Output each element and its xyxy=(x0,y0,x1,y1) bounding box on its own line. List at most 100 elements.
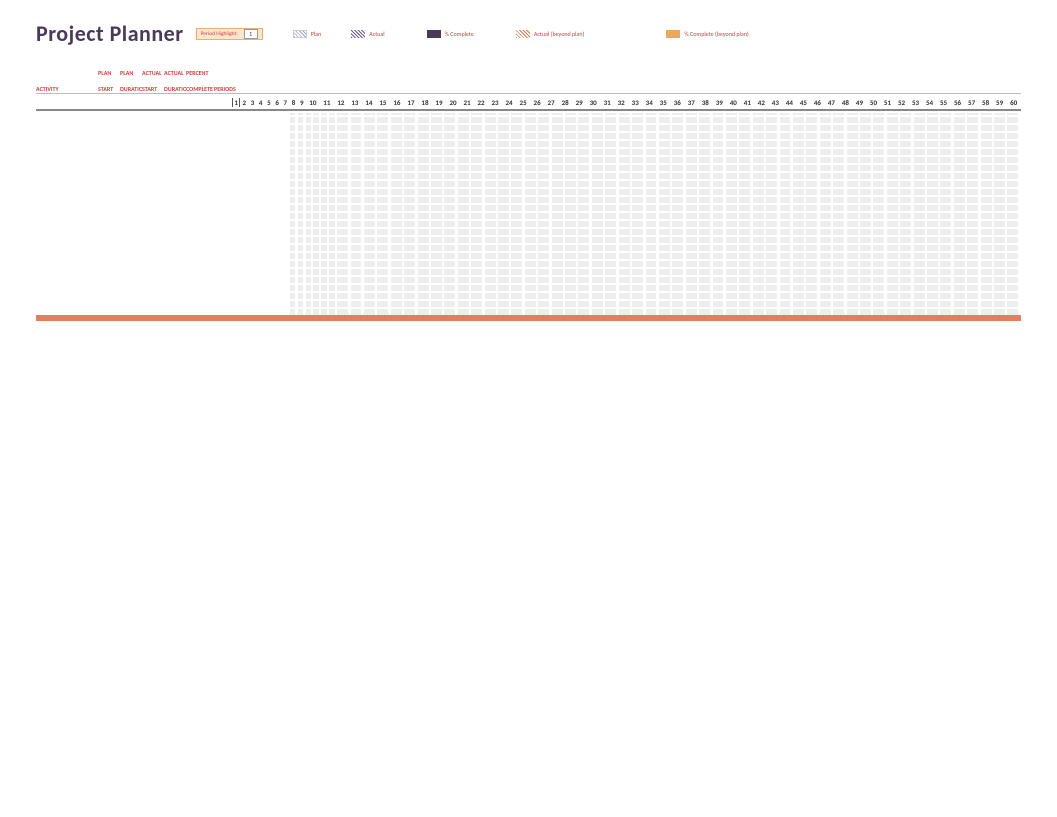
hdr-activity: ACTIVITY xyxy=(36,85,98,93)
gantt-column-stripe xyxy=(780,113,791,315)
hdr-percent-top: PERCENT xyxy=(186,69,214,77)
period-header-cell: 4 xyxy=(257,98,265,107)
gantt-column-stripe xyxy=(900,113,911,315)
period-header-cell: 46 xyxy=(810,98,824,107)
gantt-column-stripe xyxy=(290,113,295,315)
gantt-column-stripe xyxy=(404,113,415,315)
period-header-cell: 30 xyxy=(586,98,600,107)
period-header-cell: 34 xyxy=(642,98,656,107)
gantt-column-stripe xyxy=(619,113,630,315)
period-header-cell: 10 xyxy=(306,98,320,107)
period-header-cell: 51 xyxy=(880,98,894,107)
gantt-column-stripe xyxy=(329,113,334,315)
gantt-column-stripe xyxy=(914,113,925,315)
period-header-cell: 35 xyxy=(656,98,670,107)
period-highlight-value[interactable]: 1 xyxy=(244,29,258,39)
period-header-cell: 9 xyxy=(298,98,306,107)
gantt-column-stripe xyxy=(431,113,442,315)
period-header-cell: 26 xyxy=(530,98,544,107)
period-header-cell: 7 xyxy=(281,98,289,107)
swatch-plan-icon xyxy=(293,30,307,38)
gantt-column-stripe xyxy=(967,113,978,315)
period-header-cell: 12 xyxy=(334,98,348,107)
gantt-column-stripe xyxy=(511,113,522,315)
period-header-cell: 8 xyxy=(289,98,297,107)
period-header-cell: 23 xyxy=(488,98,502,107)
period-header-cell: 15 xyxy=(376,98,390,107)
period-header-cell: 56 xyxy=(951,98,965,107)
hdr-actual-dur-top: ACTUAL xyxy=(164,69,186,77)
legend-actual: Actual xyxy=(351,30,384,38)
legend-actual-beyond-label: Actual (beyond plan) xyxy=(534,30,585,38)
gantt-column-stripe xyxy=(444,113,455,315)
period-highlight-label: Period Highlight: xyxy=(201,31,238,37)
hdr-plan-start-bot: START xyxy=(98,85,120,93)
gantt-column-stripe xyxy=(793,113,804,315)
period-header-cell: 21 xyxy=(460,98,474,107)
period-header-cell: 5 xyxy=(265,98,273,107)
period-header-cell: 41 xyxy=(740,98,754,107)
period-header-cell: 50 xyxy=(866,98,880,107)
gantt-column-stripe xyxy=(306,113,311,315)
legend-actual-label: Actual xyxy=(369,30,384,38)
legend-plan: Plan xyxy=(293,30,322,38)
gantt-column-stripe xyxy=(266,113,271,315)
gantt-column-stripe xyxy=(337,113,348,315)
period-header-cell: 16 xyxy=(390,98,404,107)
hdr-plan-dur-top: PLAN xyxy=(120,69,142,77)
period-header-cell: 40 xyxy=(726,98,740,107)
swatch-complete-icon xyxy=(427,30,441,38)
periods-header-row: 1234567891011121314151617181920212223242… xyxy=(36,98,1021,111)
gantt-column-stripe xyxy=(471,113,482,315)
page-title: Project Planner xyxy=(36,20,184,47)
legend-actual-beyond: Actual (beyond plan) xyxy=(516,30,585,38)
period-header-cell: 47 xyxy=(824,98,838,107)
period-header-cell: 59 xyxy=(993,98,1007,107)
swatch-complete-beyond-icon xyxy=(666,30,680,38)
gantt-column-stripe xyxy=(592,113,603,315)
gantt-column-stripe xyxy=(860,113,871,315)
period-header-cell: 38 xyxy=(698,98,712,107)
period-header-cell: 58 xyxy=(979,98,993,107)
swatch-beyond-icon xyxy=(516,30,530,38)
column-headers-bottom: ACTIVITY START DURATION START DURATION C… xyxy=(36,85,1021,94)
gantt-column-stripe xyxy=(766,113,777,315)
gantt-column-stripe xyxy=(659,113,670,315)
hdr-percent-bot: COMPLETE xyxy=(186,85,214,93)
gantt-column-stripe xyxy=(565,113,576,315)
period-header-cell: 6 xyxy=(273,98,281,107)
period-header-cell: 29 xyxy=(572,98,586,107)
gantt-chart-area xyxy=(36,111,1021,321)
period-header-cell: 53 xyxy=(909,98,923,107)
gantt-column-stripe xyxy=(418,113,429,315)
period-header-cell: 48 xyxy=(838,98,852,107)
period-header-cell: 60 xyxy=(1007,98,1021,107)
gantt-column-stripe xyxy=(847,113,858,315)
legend-complete-beyond-label: % Complete (beyond plan) xyxy=(684,30,748,38)
period-highlight-box: Period Highlight: 1 xyxy=(196,28,263,40)
period-header-cell: 55 xyxy=(937,98,951,107)
period-header-cell: 19 xyxy=(432,98,446,107)
hdr-periods: PERIODS xyxy=(214,85,242,93)
period-header-cell: 20 xyxy=(446,98,460,107)
hdr-actual-start-top: ACTUAL xyxy=(142,69,164,77)
gantt-column-stripe xyxy=(364,113,375,315)
legend-plan-label: Plan xyxy=(311,30,322,38)
gantt-column-stripe xyxy=(458,113,469,315)
gantt-column-stripe xyxy=(321,113,326,315)
gantt-column-stripe xyxy=(605,113,616,315)
gantt-column-stripe xyxy=(632,113,643,315)
gantt-column-stripe xyxy=(552,113,563,315)
gantt-column-stripe xyxy=(498,113,509,315)
gantt-column-stripe xyxy=(672,113,683,315)
period-header-cell: 22 xyxy=(474,98,488,107)
period-header-cell: 11 xyxy=(320,98,334,107)
gantt-column-stripe xyxy=(873,113,884,315)
gantt-column-stripe xyxy=(981,113,992,315)
gantt-grid xyxy=(266,113,1021,315)
gantt-column-stripe xyxy=(525,113,536,315)
gantt-column-stripe xyxy=(739,113,750,315)
period-header-cell: 2 xyxy=(240,98,248,107)
period-header-cell: 14 xyxy=(362,98,376,107)
gantt-column-stripe xyxy=(391,113,402,315)
